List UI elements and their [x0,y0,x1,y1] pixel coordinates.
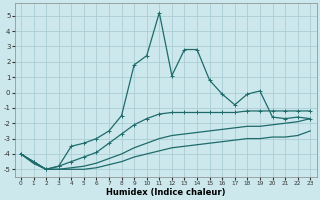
X-axis label: Humidex (Indice chaleur): Humidex (Indice chaleur) [106,188,225,197]
